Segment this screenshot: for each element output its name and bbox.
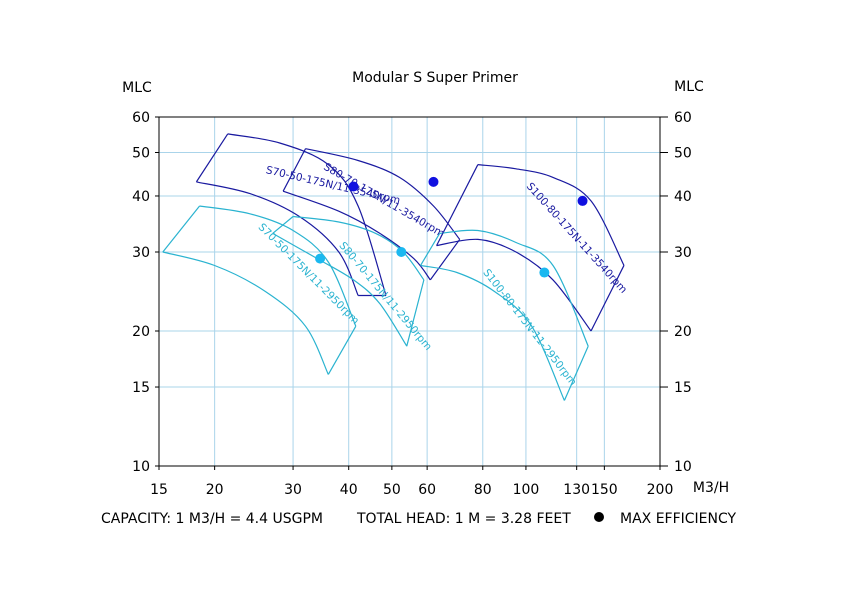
x-tick-label: 130 bbox=[563, 482, 590, 498]
envelope-lower-curve bbox=[436, 238, 592, 332]
y-tick-label-left: 20 bbox=[132, 324, 150, 340]
y-tick-label-right: 50 bbox=[674, 146, 692, 162]
max-efficiency-point bbox=[428, 176, 439, 187]
envelope-labels: S70-50-175N/11-3540rpmS80-70-175N/11-354… bbox=[256, 161, 630, 388]
y-tick-label-right: 20 bbox=[674, 324, 692, 340]
envelope-left-edge bbox=[420, 233, 441, 266]
envelope-upper-curve bbox=[293, 215, 425, 281]
envelope-left-edge bbox=[436, 164, 479, 246]
bep-points bbox=[315, 176, 588, 278]
max-efficiency-point bbox=[348, 181, 359, 192]
max-efficiency-point bbox=[315, 253, 326, 264]
envelope-right-edge bbox=[590, 265, 625, 332]
footer-capacity: CAPACITY: 1 M3/H = 4.4 USGPM bbox=[101, 511, 323, 527]
y-tick-label-left: 10 bbox=[132, 459, 150, 475]
y-tick-label-left: 15 bbox=[132, 380, 150, 396]
envelope-lower-curve bbox=[272, 232, 408, 347]
envelope-right-edge bbox=[563, 345, 589, 401]
envelope-upper-curve bbox=[305, 148, 461, 240]
max-efficiency-point bbox=[396, 247, 407, 258]
envelope-upper-curve bbox=[439, 229, 589, 347]
x-axis-label: M3/H bbox=[693, 480, 729, 496]
y-tick-label-right: 60 bbox=[674, 110, 692, 126]
envelopes bbox=[162, 133, 625, 401]
y-tick-label-left: 30 bbox=[132, 245, 150, 261]
envelope-upper-curve bbox=[477, 164, 625, 266]
envelope-upper-curve bbox=[199, 205, 357, 327]
envelope-lower-curve bbox=[282, 190, 431, 281]
legend-label: MAX EFFICIENCY bbox=[620, 511, 737, 527]
envelope-upper-curve bbox=[227, 133, 387, 296]
y-tick-label-right: 40 bbox=[674, 189, 692, 205]
x-tick-label: 60 bbox=[418, 482, 436, 498]
envelope-2 bbox=[282, 148, 461, 281]
envelope-lower-curve bbox=[420, 264, 565, 401]
x-tick-label: 100 bbox=[513, 482, 540, 498]
footer-head: TOTAL HEAD: 1 M = 3.28 FEET bbox=[356, 511, 571, 527]
x-tick-label: 200 bbox=[647, 482, 674, 498]
y-tick-label-right: 30 bbox=[674, 245, 692, 261]
envelope-left-edge bbox=[195, 133, 229, 183]
envelope-3 bbox=[436, 164, 625, 332]
envelope-4 bbox=[162, 205, 357, 375]
y-tick-label-right: 15 bbox=[674, 380, 692, 396]
max-efficiency-point bbox=[539, 267, 550, 278]
envelope-1 bbox=[195, 133, 387, 297]
envelope-left-edge bbox=[282, 148, 307, 192]
envelope-right-edge bbox=[406, 279, 425, 347]
x-tick-label: 40 bbox=[340, 482, 358, 498]
plot-frame bbox=[158, 116, 661, 467]
envelope-lower-curve bbox=[196, 181, 359, 296]
y-tick-label-right: 10 bbox=[674, 459, 692, 475]
envelope-left-edge bbox=[162, 205, 201, 253]
y-tick-label-left: 60 bbox=[132, 110, 150, 126]
chart-title: Modular S Super Primer bbox=[352, 70, 518, 86]
envelope-right-edge bbox=[327, 325, 357, 375]
y-axis-label-right: MLC bbox=[674, 79, 704, 95]
x-tick-label: 150 bbox=[591, 482, 618, 498]
envelope-right-edge bbox=[429, 239, 461, 281]
x-tick-label: 20 bbox=[206, 482, 224, 498]
legend-marker bbox=[594, 512, 604, 522]
envelope-5 bbox=[272, 215, 425, 347]
envelope-left-edge bbox=[272, 216, 294, 234]
x-tick-label: 50 bbox=[383, 482, 401, 498]
y-tick-label-left: 40 bbox=[132, 189, 150, 205]
x-tick-label: 80 bbox=[474, 482, 492, 498]
y-axis-label-left: MLC bbox=[122, 80, 152, 96]
grid bbox=[159, 117, 660, 466]
envelope-6 bbox=[420, 229, 589, 401]
envelope-lower-curve bbox=[162, 251, 329, 375]
max-efficiency-point bbox=[577, 195, 588, 206]
x-tick-label: 15 bbox=[150, 482, 168, 498]
x-tick-label: 30 bbox=[284, 482, 302, 498]
y-tick-label-left: 50 bbox=[132, 146, 150, 162]
